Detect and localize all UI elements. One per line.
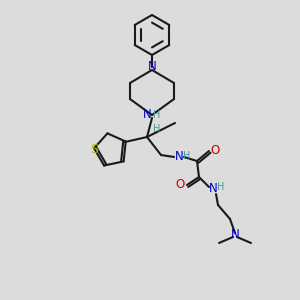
Text: H: H bbox=[217, 182, 225, 192]
Text: N: N bbox=[208, 182, 217, 196]
Text: O: O bbox=[210, 143, 220, 157]
Text: N: N bbox=[231, 227, 239, 241]
Text: H: H bbox=[153, 124, 161, 134]
Text: N: N bbox=[148, 61, 156, 74]
Text: H: H bbox=[183, 151, 191, 161]
Text: N: N bbox=[175, 151, 183, 164]
Text: S: S bbox=[90, 143, 98, 156]
Text: H: H bbox=[153, 110, 161, 120]
Text: N: N bbox=[142, 109, 152, 122]
Text: O: O bbox=[176, 178, 184, 191]
